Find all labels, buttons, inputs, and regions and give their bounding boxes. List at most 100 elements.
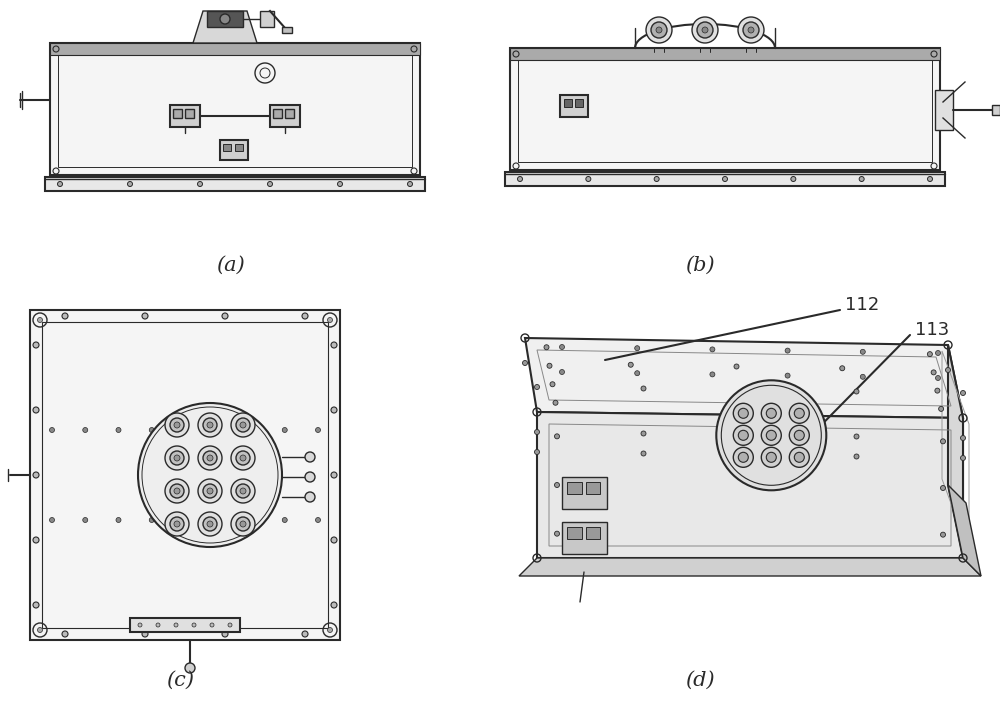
Circle shape: [641, 451, 646, 456]
Circle shape: [170, 418, 184, 432]
Circle shape: [331, 602, 337, 608]
Circle shape: [710, 372, 715, 377]
Polygon shape: [537, 412, 963, 558]
Circle shape: [302, 313, 308, 319]
Circle shape: [553, 400, 558, 405]
Circle shape: [192, 623, 196, 627]
Circle shape: [960, 455, 966, 460]
Bar: [560, 95, 588, 117]
Circle shape: [656, 27, 662, 33]
Circle shape: [33, 537, 39, 543]
Circle shape: [198, 479, 222, 503]
Circle shape: [328, 317, 332, 322]
Circle shape: [203, 517, 217, 531]
Circle shape: [207, 455, 213, 461]
Circle shape: [794, 409, 804, 419]
Circle shape: [328, 628, 332, 633]
Circle shape: [692, 17, 718, 43]
Circle shape: [766, 452, 776, 462]
Circle shape: [33, 472, 39, 478]
Circle shape: [198, 512, 222, 536]
Circle shape: [149, 518, 154, 522]
Bar: [235, 144, 243, 151]
Circle shape: [207, 521, 213, 527]
Circle shape: [165, 446, 189, 470]
Circle shape: [138, 403, 282, 547]
Circle shape: [138, 623, 142, 627]
Text: 112: 112: [845, 296, 879, 314]
Circle shape: [240, 422, 246, 428]
Text: (d): (d): [685, 670, 715, 689]
Circle shape: [207, 422, 213, 428]
Circle shape: [789, 403, 809, 423]
Bar: [285, 109, 294, 118]
Circle shape: [174, 455, 180, 461]
Circle shape: [766, 409, 776, 419]
Circle shape: [198, 413, 222, 437]
Circle shape: [518, 177, 522, 182]
Text: (a): (a): [216, 255, 244, 274]
Circle shape: [702, 27, 708, 33]
Circle shape: [331, 537, 337, 543]
Circle shape: [936, 351, 940, 356]
Circle shape: [960, 390, 966, 395]
Circle shape: [302, 631, 308, 637]
Circle shape: [203, 418, 217, 432]
Circle shape: [560, 344, 564, 349]
Circle shape: [931, 370, 936, 375]
Circle shape: [761, 448, 781, 467]
Circle shape: [62, 313, 68, 319]
Circle shape: [58, 182, 62, 187]
Circle shape: [854, 389, 859, 394]
Circle shape: [794, 452, 804, 462]
Circle shape: [733, 448, 753, 467]
Bar: [562, 477, 607, 509]
Circle shape: [560, 370, 564, 375]
Bar: [223, 144, 231, 151]
Circle shape: [936, 375, 940, 380]
Circle shape: [748, 452, 753, 457]
Text: (c): (c): [166, 670, 194, 689]
Circle shape: [331, 472, 337, 478]
Bar: [185, 109, 194, 118]
Circle shape: [697, 22, 713, 38]
Circle shape: [651, 22, 667, 38]
Circle shape: [748, 387, 753, 392]
Circle shape: [240, 488, 246, 494]
Circle shape: [182, 428, 188, 433]
Circle shape: [534, 429, 540, 435]
Circle shape: [960, 436, 966, 440]
Circle shape: [654, 177, 659, 182]
Circle shape: [928, 177, 932, 182]
Circle shape: [628, 362, 633, 367]
Circle shape: [859, 177, 864, 182]
Bar: [273, 109, 282, 118]
Circle shape: [236, 451, 250, 465]
Circle shape: [33, 407, 39, 413]
Bar: [564, 99, 572, 107]
Circle shape: [249, 518, 254, 522]
Polygon shape: [948, 485, 981, 576]
Circle shape: [635, 346, 640, 351]
Circle shape: [268, 182, 272, 187]
Circle shape: [338, 182, 342, 187]
Circle shape: [766, 431, 776, 440]
Circle shape: [216, 428, 221, 433]
Text: (b): (b): [685, 255, 715, 274]
Circle shape: [641, 431, 646, 436]
Circle shape: [156, 623, 160, 627]
Circle shape: [231, 446, 255, 470]
Circle shape: [789, 426, 809, 445]
Circle shape: [220, 14, 230, 24]
Circle shape: [83, 518, 88, 522]
Circle shape: [305, 452, 315, 462]
Circle shape: [174, 623, 178, 627]
Bar: [505, 172, 945, 186]
Circle shape: [547, 363, 552, 368]
Circle shape: [185, 663, 195, 673]
Circle shape: [207, 488, 213, 494]
Circle shape: [791, 177, 796, 182]
Circle shape: [646, 17, 672, 43]
Bar: [30, 310, 340, 640]
Circle shape: [38, 628, 42, 633]
